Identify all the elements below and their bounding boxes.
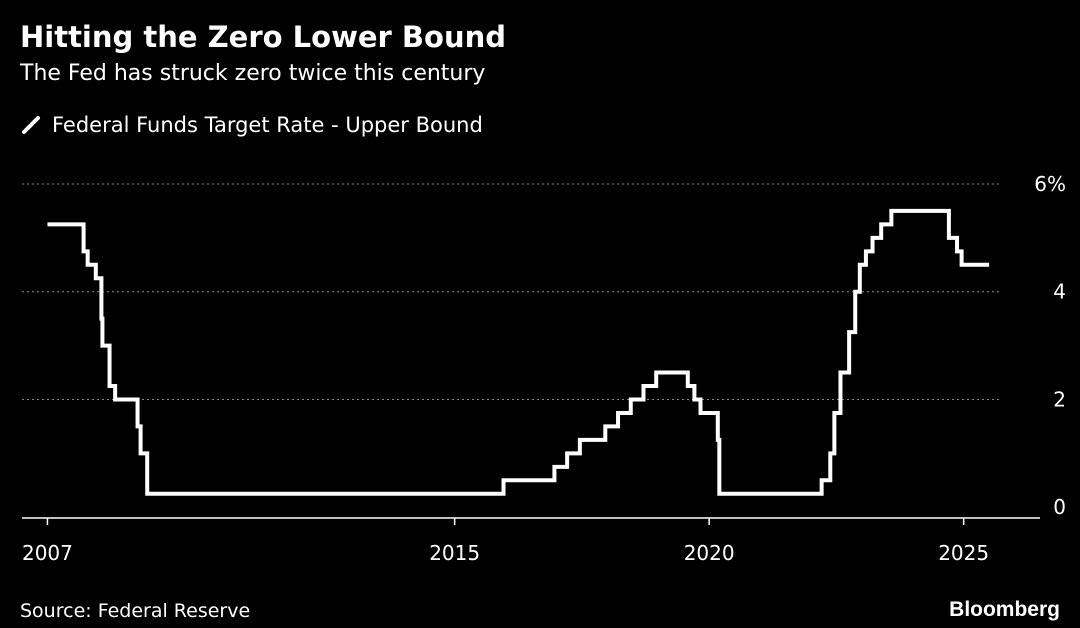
x-tick-label-2015: 2015 <box>429 541 480 565</box>
y-tick-label-0: 0 <box>1053 495 1066 519</box>
y-tick-label-2: 2 <box>1053 387 1066 411</box>
x-tick-label-2007: 2007 <box>22 541 73 565</box>
source-note: Source: Federal Reserve <box>20 600 251 622</box>
chart-subtitle: The Fed has struck zero twice this centu… <box>20 61 486 86</box>
chart-title: Hitting the Zero Lower Bound <box>20 20 507 54</box>
legend: Federal Funds Target Rate - Upper Bound <box>20 113 483 137</box>
y-tick-label-4: 4 <box>1053 280 1066 304</box>
x-tick-label-2020: 2020 <box>684 541 735 565</box>
x-tick-label-2025: 2025 <box>938 541 989 565</box>
legend-label: Federal Funds Target Rate - Upper Bound <box>52 113 483 137</box>
series-line-0 <box>47 208 990 496</box>
y-tick-label-6: 6% <box>1034 172 1066 196</box>
bloomberg-logo: Bloomberg <box>949 598 1060 621</box>
legend-swatch-icon <box>22 116 40 134</box>
